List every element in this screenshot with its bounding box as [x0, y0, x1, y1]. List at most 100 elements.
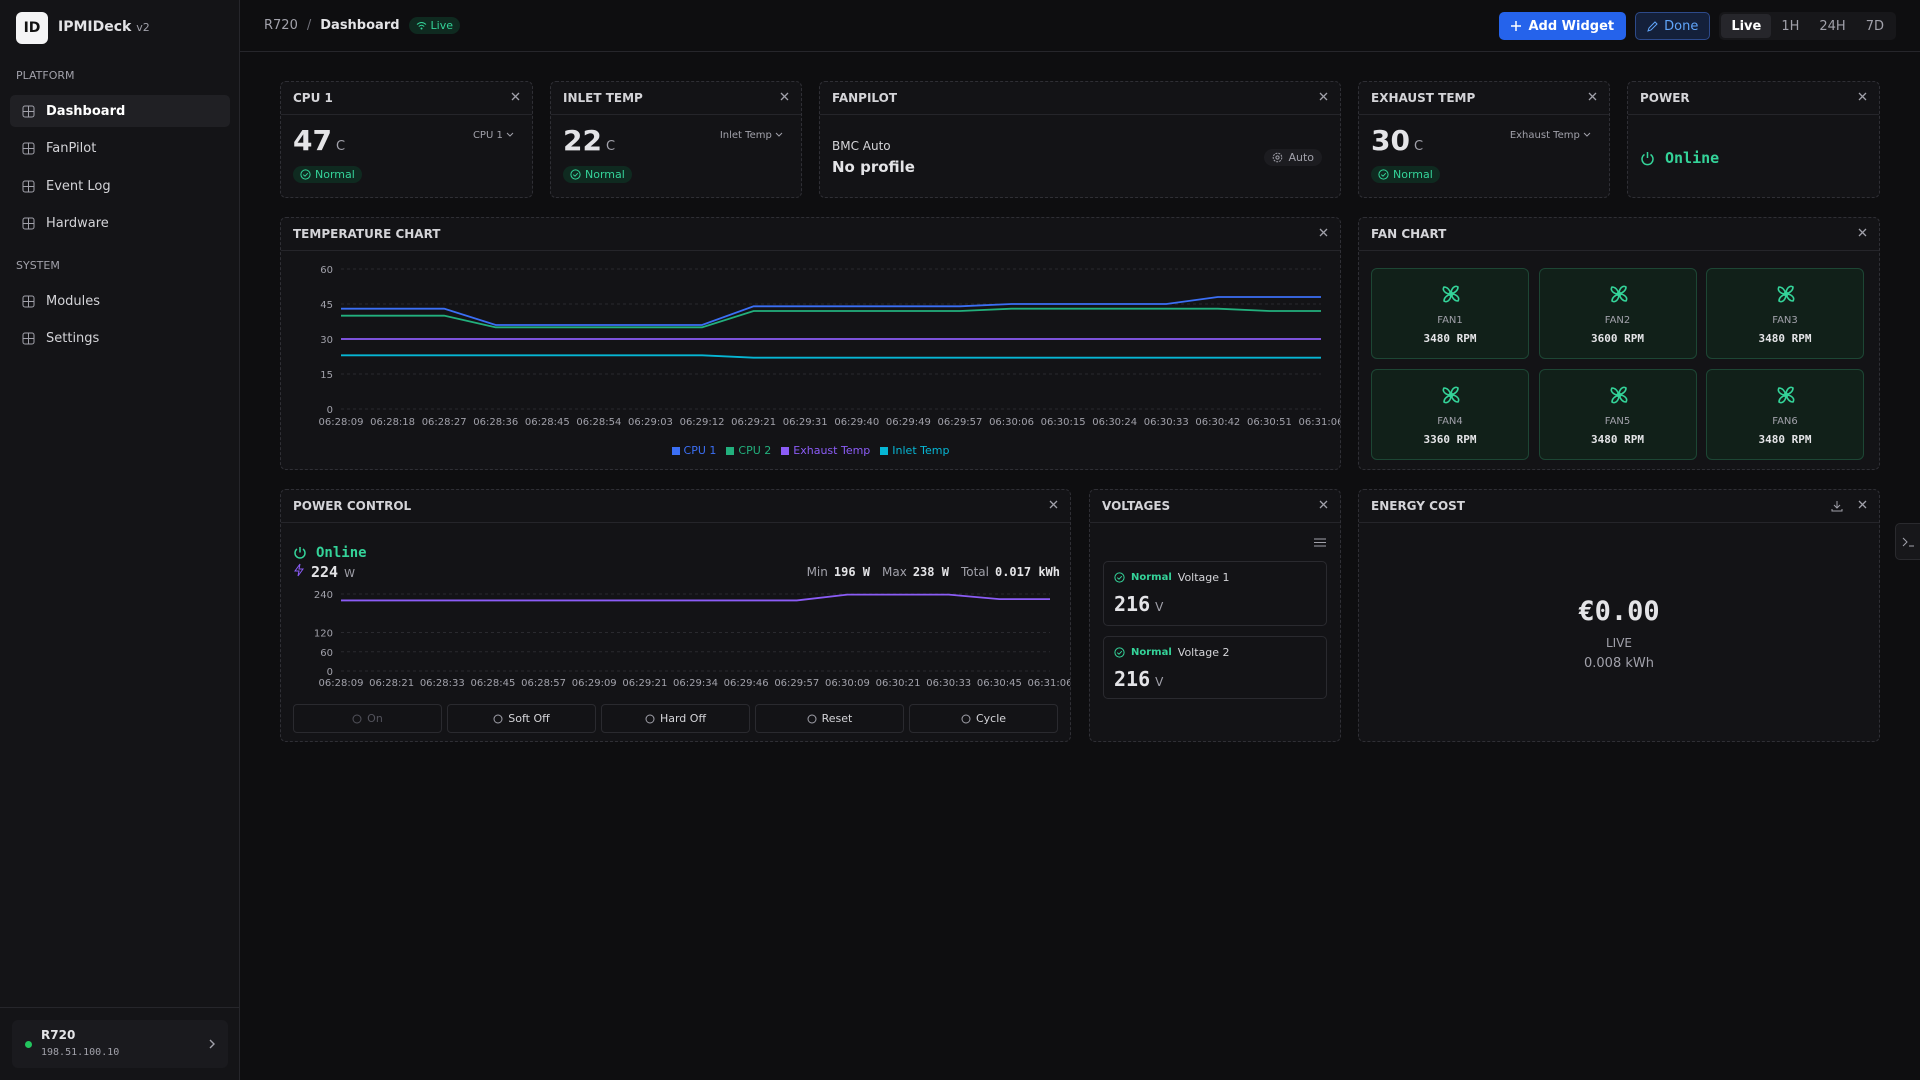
y-tick-label: 0	[327, 667, 333, 678]
range-option[interactable]: Live	[1721, 14, 1772, 38]
reading: 30 C	[1371, 124, 1423, 157]
mode-text: Auto	[1288, 151, 1314, 164]
y-tick-label: 15	[320, 370, 333, 381]
card-title: VOLTAGES	[1102, 499, 1171, 513]
legend-swatch	[880, 446, 889, 455]
reading-unit: C	[605, 139, 616, 154]
fan-tile: FAN6 3480 RPM	[1706, 369, 1864, 460]
server-switch[interactable]: R720 198.51.100.10	[12, 1020, 228, 1068]
energy-usage: 0.008 kWh	[1584, 656, 1654, 671]
power-unit: W	[344, 567, 355, 580]
nav-item[interactable]: Modules	[10, 285, 230, 317]
close-icon[interactable]	[1588, 92, 1597, 101]
legend-label: CPU 2	[738, 444, 772, 457]
check-icon	[300, 169, 311, 180]
x-tick-label: 06:29:49	[886, 417, 931, 428]
logo[interactable]: ID	[16, 12, 48, 44]
power-control-widget: POWER CONTROL Online 224 W Min 196 W Max 23…	[280, 489, 1071, 742]
voltages-widget: VOLTAGES Normal Voltage 1 216 V Normal Volt…	[1089, 489, 1341, 742]
nav-item[interactable]: Settings	[10, 323, 230, 355]
y-tick-label: 240	[314, 590, 333, 601]
state-text: Online	[1665, 149, 1720, 167]
sensor-selector[interactable]: Exhaust Temp	[1510, 130, 1591, 141]
x-tick-label: 06:29:57	[774, 678, 819, 689]
x-tick-label: 06:28:27	[422, 417, 467, 428]
voltage-reading: 216 V	[1114, 592, 1163, 616]
fan-rpm: 3480 RPM	[1758, 332, 1812, 345]
legend: CPU 1 CPU 2 Exhaust Temp Inlet Temp	[281, 444, 1340, 457]
card-header: POWER CONTROL	[281, 490, 1070, 523]
range-option[interactable]: 24H	[1819, 18, 1846, 34]
close-icon[interactable]	[1858, 228, 1867, 237]
close-icon[interactable]	[1858, 92, 1867, 101]
sensor-selector[interactable]: Inlet Temp	[720, 130, 783, 141]
reading-value: 30	[1371, 124, 1410, 157]
server-name: R720	[41, 1028, 76, 1042]
power-action-button[interactable]: Hard Off	[601, 704, 750, 733]
download-icon[interactable]	[1831, 500, 1843, 512]
range-option[interactable]: 7D	[1865, 18, 1884, 34]
inlet-widget: INLET TEMP 22 C Inlet Temp Normal	[550, 81, 802, 198]
close-icon[interactable]	[1319, 92, 1328, 101]
close-icon[interactable]	[1858, 500, 1867, 509]
legend-item[interactable]: CPU 2	[726, 444, 771, 457]
range-option[interactable]: 1H	[1781, 18, 1800, 34]
done-button[interactable]: Done	[1635, 12, 1711, 40]
fanpilot-label: BMC Auto	[832, 139, 891, 153]
fanpilot-widget: FANPILOT BMC Auto No profile Auto	[819, 81, 1341, 198]
power-value: 224	[311, 563, 339, 581]
nav-label: Hardware	[46, 216, 109, 232]
status-text: Normal	[1131, 647, 1172, 658]
close-icon[interactable]	[780, 92, 789, 101]
exhaust-widget: EXHAUST TEMP 30 C Exhaust Temp Normal	[1358, 81, 1610, 198]
x-tick-label: 06:28:33	[420, 678, 465, 689]
x-tick-label: 06:28:21	[369, 678, 414, 689]
reading: 22 C	[563, 124, 615, 157]
close-icon[interactable]	[1319, 228, 1328, 237]
x-tick-label: 06:29:46	[724, 678, 769, 689]
x-tick-label: 06:30:33	[1144, 417, 1189, 428]
legend-item[interactable]: Inlet Temp	[880, 444, 949, 457]
nav-item[interactable]: Event Log	[10, 170, 230, 202]
fan-tile: FAN1 3480 RPM	[1371, 268, 1529, 359]
status-badge: Normal	[293, 166, 362, 183]
legend-item[interactable]: CPU 1	[671, 444, 716, 457]
x-tick-label: 06:28:36	[473, 417, 518, 428]
series-line	[341, 354, 1321, 359]
x-tick-label: 06:29:21	[731, 417, 776, 428]
nav-icon	[22, 180, 35, 193]
card-header: POWER	[1628, 82, 1879, 115]
card-title: ENERGY COST	[1371, 499, 1465, 513]
card-title: INLET TEMP	[563, 91, 643, 105]
close-icon[interactable]	[511, 92, 520, 101]
nav-heading: SYSTEM	[16, 259, 60, 272]
voltage-name: Voltage 2	[1177, 646, 1230, 659]
nav-icon	[22, 332, 35, 345]
status-text: Normal	[315, 168, 355, 181]
add-widget-button[interactable]: Add Widget	[1499, 12, 1627, 40]
series-line	[341, 593, 1050, 602]
sidebar: ID IPMIDeck v2 PLATFORM Dashboard FanPilot…	[0, 0, 240, 1080]
nav-item[interactable]: Hardware	[10, 208, 230, 240]
nav-heading: PLATFORM	[16, 69, 75, 82]
action-icon	[352, 714, 362, 723]
card-title: EXHAUST TEMP	[1371, 91, 1476, 105]
legend-swatch	[726, 446, 735, 455]
console-tab[interactable]	[1895, 523, 1920, 560]
card-title: POWER CONTROL	[293, 499, 412, 513]
bolt-icon	[294, 563, 304, 577]
power-action-button[interactable]: Cycle	[909, 704, 1058, 733]
crumb-separator: /	[306, 18, 312, 33]
crumb[interactable]: R720	[264, 18, 298, 33]
power-action-button[interactable]: Reset	[755, 704, 904, 733]
power-action-button[interactable]: Soft Off	[447, 704, 596, 733]
close-icon[interactable]	[1319, 500, 1328, 509]
nav-label: Settings	[46, 331, 100, 347]
nav-item[interactable]: FanPilot	[10, 133, 230, 165]
nav-item[interactable]: Dashboard	[10, 95, 230, 127]
filter-icon[interactable]	[1314, 537, 1326, 548]
action-icon	[807, 714, 817, 723]
legend-item[interactable]: Exhaust Temp	[781, 444, 870, 457]
sensor-selector[interactable]: CPU 1	[473, 130, 514, 141]
close-icon[interactable]	[1049, 500, 1058, 509]
